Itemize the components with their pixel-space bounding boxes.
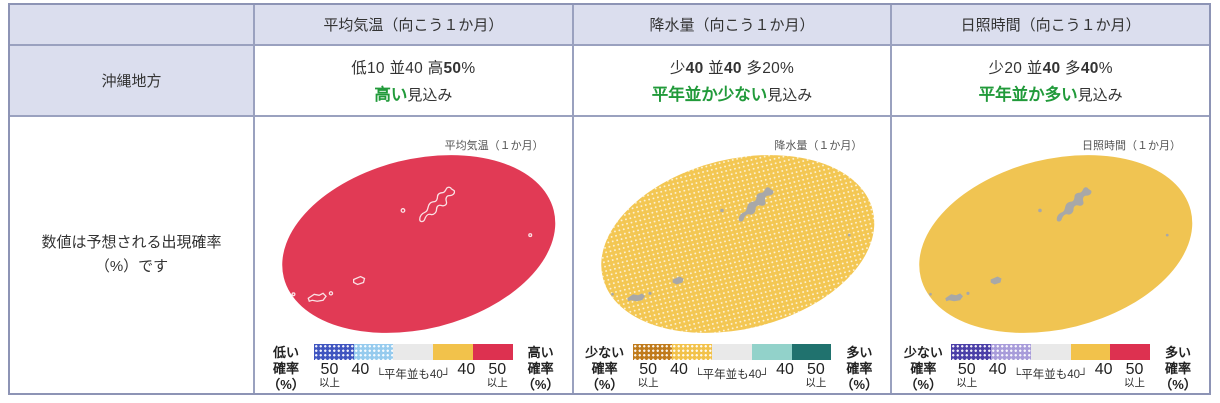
- precipitation-map-image: [600, 155, 874, 333]
- sunshine-map-image: [919, 155, 1193, 333]
- prob-text: 低10 並40 高: [351, 60, 444, 77]
- prob-text: %: [1098, 60, 1113, 77]
- legend-center-label: └平年並も40┘: [1013, 369, 1089, 381]
- temperature-legend: 低い 確率 （%） 50 以上 40 └平年並も40┘ 40 50 以上: [255, 344, 572, 393]
- legend-seg-4: [1070, 344, 1111, 360]
- sunshine-outlook: 平年並か多い見込み: [979, 81, 1123, 105]
- prob-text: %: [461, 60, 476, 77]
- legend-ticks: 50 以上 40 └平年並も40┘ 40 50 以上: [956, 361, 1146, 389]
- region-label: 沖縄地方: [10, 46, 253, 115]
- note-cell: 数値は予想される出現確率 （%）です: [10, 117, 253, 393]
- prob-bold: 40: [723, 60, 742, 77]
- legend-seg-2: [672, 344, 713, 360]
- sunshine-ellipse: [919, 155, 1193, 333]
- legend-bar-area: 50 以上 40 └平年並も40┘ 40 50 以上: [949, 344, 1152, 389]
- legend-center-label: └平年並も40┘: [375, 369, 451, 381]
- outlook-highlight: 平年並か多い: [978, 86, 1078, 104]
- legend-seg-5: [472, 344, 513, 360]
- precipitation-probabilities: 少40 並40 多20%: [670, 56, 794, 78]
- legend-colorbar: [632, 344, 832, 360]
- map-temperature: 平均気温（１か月） 低い 確率 （%）: [255, 117, 572, 393]
- legend-seg-3: [393, 344, 434, 360]
- legend-high-label: 高い 確率 （%）: [521, 345, 560, 392]
- map-caption: 降水量（１か月）: [774, 140, 863, 152]
- temperature-probabilities: 低10 並40 高50%: [351, 56, 475, 78]
- map-sunshine: 日照時間（１か月） 少ない 確率 （%）: [892, 117, 1209, 393]
- outlook-suffix: 見込み: [767, 87, 813, 104]
- legend-bar-area: 50 以上 40 └平年並も40┘ 40 50 以上: [631, 344, 834, 389]
- forecast-temperature-cell: 低10 並40 高50% 高い見込み: [255, 46, 572, 115]
- legend-seg-2: [353, 344, 394, 360]
- legend-seg-4: [751, 344, 792, 360]
- map-caption: 平均気温（１か月）: [444, 140, 544, 152]
- legend-low-label: 少ない 確率 （%）: [585, 345, 625, 392]
- outlook-highlight: 平年並か少ない: [651, 86, 768, 104]
- map-precipitation: 降水量（１か月） 少ない 確率 （%）: [573, 117, 891, 393]
- legend-low-label: 低い 確率 （%）: [267, 345, 305, 392]
- precipitation-legend: 少ない 確率 （%） 50 以上 40 └平年並も40┘ 40 50 以上: [574, 344, 891, 393]
- legend-seg-4: [433, 344, 473, 360]
- temperature-map-image: [282, 155, 556, 333]
- sunshine-legend: 少ない 確率 （%） 50 以上 40 └平年並も40┘ 40 50 以上: [892, 344, 1209, 393]
- legend-seg-1: [632, 344, 673, 360]
- legend-high-label: 多い 確率 （%）: [840, 345, 879, 392]
- legend-bar-area: 50 以上 40 └平年並も40┘ 40 50 以上: [312, 344, 515, 389]
- legend-ticks: 50 以上 40 └平年並も40┘ 40 50 以上: [318, 361, 508, 389]
- precipitation-ellipse-dots: [600, 155, 874, 333]
- forecast-table: 平均気温（向こう１か月） 降水量（向こう１か月） 日照時間（向こう１か月） 沖縄…: [8, 3, 1211, 395]
- prob-text: 多: [1060, 60, 1081, 77]
- prob-text: 多20%: [741, 60, 795, 77]
- map-caption: 日照時間（１か月）: [1081, 140, 1181, 152]
- prob-bold: 50: [443, 60, 462, 77]
- header-sunshine: 日照時間（向こう１か月）: [892, 5, 1209, 44]
- legend-colorbar: [314, 344, 513, 360]
- legend-seg-2: [991, 344, 1031, 360]
- legend-high-label: 多い 確率 （%）: [1159, 345, 1197, 392]
- header-temperature: 平均気温（向こう１か月）: [255, 5, 572, 44]
- legend-center-label: └平年並も40┘: [694, 369, 770, 381]
- prob-text: 少20 並: [988, 60, 1043, 77]
- legend-seg-3: [712, 344, 752, 360]
- outlook-suffix: 見込み: [1077, 87, 1123, 104]
- prob-bold: 40: [685, 60, 704, 77]
- prob-text: 並: [703, 60, 724, 77]
- legend-seg-5: [1110, 344, 1150, 360]
- prob-text: 少: [669, 60, 686, 77]
- legend-seg-1: [951, 344, 992, 360]
- outlook-suffix: 見込み: [407, 87, 453, 104]
- temperature-ellipse: [282, 155, 556, 333]
- prob-bold: 40: [1080, 60, 1099, 77]
- legend-seg-5: [791, 344, 832, 360]
- outlook-highlight: 高い: [374, 86, 408, 104]
- temperature-outlook: 高い見込み: [374, 81, 452, 105]
- prob-bold: 40: [1042, 60, 1061, 77]
- legend-seg-1: [314, 344, 354, 360]
- legend-seg-3: [1030, 344, 1071, 360]
- note-line1: 数値は予想される出現確率: [41, 234, 222, 251]
- legend-ticks: 50 以上 40 └平年並も40┘ 40 50 以上: [637, 361, 827, 389]
- legend-colorbar: [951, 344, 1150, 360]
- precipitation-outlook: 平年並か少ない見込み: [652, 81, 813, 105]
- sunshine-probabilities: 少20 並40 多40%: [989, 56, 1113, 78]
- forecast-precipitation-cell: 少40 並40 多20% 平年並か少ない見込み: [573, 46, 891, 115]
- forecast-sunshine-cell: 少20 並40 多40% 平年並か多い見込み: [892, 46, 1209, 115]
- legend-low-label: 少ない 確率 （%）: [903, 345, 943, 392]
- header-corner-cell: [10, 5, 253, 44]
- note-line2: （%）です: [94, 258, 169, 275]
- header-precipitation: 降水量（向こう１か月）: [573, 5, 891, 44]
